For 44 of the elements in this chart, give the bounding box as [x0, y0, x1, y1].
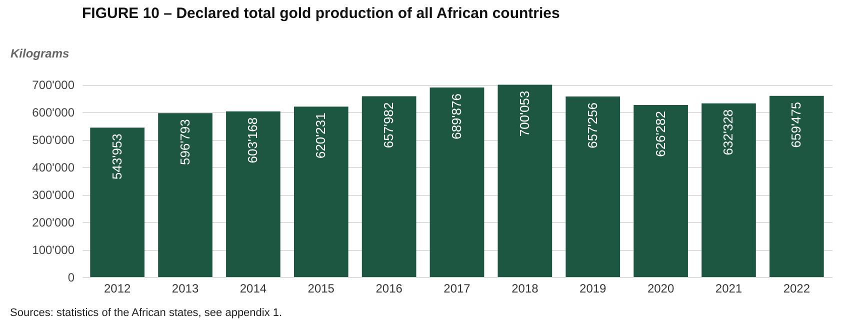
y-tick-label: 300'000	[32, 188, 75, 202]
y-tick-label: 400'000	[32, 160, 75, 175]
x-tick-label: 2014	[240, 282, 267, 296]
y-tick-label: 200'000	[32, 216, 75, 230]
x-tick-label: 2016	[376, 282, 403, 296]
y-tick-label: 500'000	[32, 133, 75, 148]
x-tick-label: 2022	[783, 282, 810, 296]
y-tick-label: 100'000	[32, 243, 75, 258]
chart-title: FIGURE 10 – Declared total gold production of all African countries	[82, 5, 560, 22]
bar	[566, 96, 620, 277]
data-label: 626'282	[652, 110, 668, 157]
data-label: 596'793	[177, 119, 192, 165]
bar	[634, 104, 688, 277]
x-tick-label: 2020	[647, 282, 674, 296]
bar	[158, 113, 212, 277]
x-tick-label: 2015	[308, 282, 335, 296]
y-axis-title: Kilograms	[10, 46, 70, 60]
bar	[702, 103, 756, 277]
bar	[770, 96, 824, 277]
data-label: 659'475	[788, 102, 804, 148]
bar	[362, 96, 416, 277]
bar	[430, 88, 484, 277]
data-label: 657'256	[584, 102, 600, 148]
data-label: 632'328	[720, 109, 736, 156]
source-note: Sources: statistics of the African states, see appendix 1.	[10, 307, 282, 319]
x-tick-label: 2021	[715, 282, 742, 296]
data-label: 620'231	[313, 112, 328, 159]
y-tick-label: 600'000	[32, 106, 75, 120]
bar	[294, 106, 348, 277]
x-tick-label: 2012	[104, 282, 131, 296]
data-label: 603'168	[245, 117, 260, 164]
data-label: 700'053	[516, 90, 532, 137]
bar	[90, 128, 144, 277]
x-tick-label: 2018	[512, 282, 539, 296]
data-label: 543'953	[109, 134, 124, 180]
x-tick-label: 2019	[580, 282, 607, 296]
bar	[226, 111, 280, 277]
bar	[498, 84, 552, 277]
x-tick-label: 2017	[444, 282, 471, 296]
x-tick-label: 2013	[172, 282, 199, 296]
y-tick-label: 0	[68, 270, 75, 284]
y-tick-label: 700'000	[32, 78, 75, 92]
data-label: 657'982	[381, 102, 396, 148]
data-label: 689'876	[449, 94, 464, 140]
